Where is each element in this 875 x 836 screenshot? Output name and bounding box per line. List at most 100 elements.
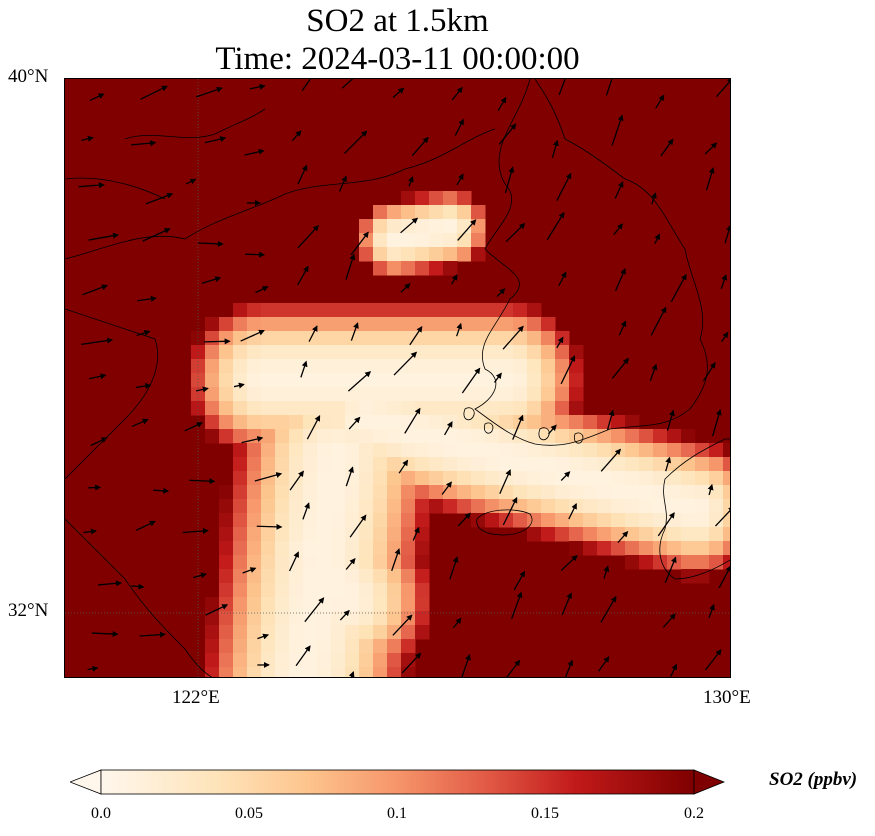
so2-grid-cell (289, 387, 304, 402)
so2-grid-cell (233, 429, 248, 444)
so2-grid-cell (471, 317, 486, 332)
so2-grid-cell (317, 401, 332, 416)
wind-arrow (297, 224, 320, 249)
so2-grid-cell (345, 569, 360, 584)
wind-arrow (452, 617, 462, 629)
so2-grid-cell (359, 219, 374, 234)
so2-grid-cell (303, 345, 318, 360)
so2-grid-cell (289, 429, 304, 444)
so2-grid-cell (611, 443, 626, 458)
so2-grid-cell (359, 485, 374, 500)
so2-grid-cell (485, 429, 500, 444)
so2-grid-cell (331, 485, 346, 500)
so2-grid-cell (625, 513, 640, 528)
colorbar-label: SO2 (ppbv) (769, 769, 858, 790)
so2-grid-cell (303, 401, 318, 416)
so2-grid-cell (233, 345, 248, 360)
so2-grid-cell (247, 415, 262, 430)
so2-grid-cell (471, 415, 486, 430)
wind-arrow (197, 240, 224, 247)
wind-arrow (560, 471, 571, 481)
so2-grid-cell (247, 485, 262, 500)
so2-grid-cell (429, 485, 444, 500)
so2-grid-cell (471, 443, 486, 458)
so2-grid-cell (233, 597, 248, 612)
so2-grid-cell (303, 625, 318, 640)
wind-arrow (551, 139, 559, 159)
so2-grid-cell (359, 471, 374, 486)
wind-arrow (348, 671, 355, 677)
so2-grid-cell (247, 611, 262, 626)
so2-grid-cell (387, 485, 402, 500)
so2-grid-cell (219, 331, 234, 346)
so2-grid-cell (471, 401, 486, 416)
so2-grid-cell (709, 513, 724, 528)
wind-arrow (349, 514, 367, 538)
so2-grid-cell (401, 457, 416, 472)
so2-grid-cell (443, 191, 458, 206)
so2-grid-cell (261, 611, 276, 626)
so2-grid-cell (345, 303, 360, 318)
so2-grid-cell (527, 513, 542, 528)
so2-grid-cell (219, 667, 234, 677)
wind-arrow (204, 136, 227, 144)
wind-arrow (404, 407, 421, 434)
so2-grid-cell (527, 499, 542, 514)
so2-grid-cell (331, 527, 346, 542)
so2-grid-cell (401, 261, 416, 276)
so2-grid-cell (289, 303, 304, 318)
so2-grid-cell (597, 415, 612, 430)
so2-grid-cell (457, 303, 472, 318)
wind-arrow (654, 233, 661, 244)
so2-grid-cell (415, 373, 430, 388)
so2-grid-cell (401, 471, 416, 486)
so2-grid-cell (359, 653, 374, 668)
so2-grid-cell (303, 653, 318, 668)
wind-arrow (83, 528, 97, 535)
so2-grid-cell (289, 415, 304, 430)
so2-grid-cell (373, 387, 388, 402)
so2-grid-cell (415, 597, 430, 612)
so2-grid-cell (275, 303, 290, 318)
so2-grid-cell (387, 527, 402, 542)
so2-grid-cell (415, 191, 430, 206)
so2-grid-cell (471, 471, 486, 486)
so2-grid-cell (401, 653, 416, 668)
so2-grid-cell (233, 625, 248, 640)
wind-arrow (300, 360, 308, 378)
so2-grid-cell (317, 639, 332, 654)
so2-grid-cell (583, 415, 598, 430)
so2-grid-cell (527, 485, 542, 500)
so2-grid-cell (695, 471, 710, 486)
so2-grid-cell (667, 443, 682, 458)
so2-grid-cell (597, 485, 612, 500)
so2-grid-cell (289, 373, 304, 388)
so2-grid-cell (541, 527, 556, 542)
wind-arrow (82, 284, 108, 296)
wind-arrow (605, 79, 613, 96)
so2-grid-cell (527, 401, 542, 416)
wind-arrow (184, 422, 203, 432)
so2-grid-cell (373, 583, 388, 598)
so2-grid-cell (569, 499, 584, 514)
so2-grid-cell (387, 261, 402, 276)
so2-grid-cell (387, 639, 402, 654)
wind-arrow (561, 592, 572, 616)
so2-grid-cell (387, 345, 402, 360)
wind-arrow (665, 456, 672, 472)
so2-grid-cell (485, 415, 500, 430)
so2-grid-cell (219, 597, 234, 612)
so2-grid-cell (583, 457, 598, 472)
so2-grid-cell (359, 667, 374, 677)
so2-grid-cell (219, 653, 234, 668)
wind-arrow (461, 367, 481, 394)
so2-grid-cell (485, 317, 500, 332)
so2-grid-cell (345, 625, 360, 640)
so2-grid-cell (345, 597, 360, 612)
so2-grid-cell (723, 471, 730, 486)
so2-grid-cell (359, 541, 374, 556)
so2-grid-cell (373, 499, 388, 514)
so2-grid-cell (443, 317, 458, 332)
so2-grid-cell (233, 569, 248, 584)
wind-arrow (457, 512, 471, 527)
